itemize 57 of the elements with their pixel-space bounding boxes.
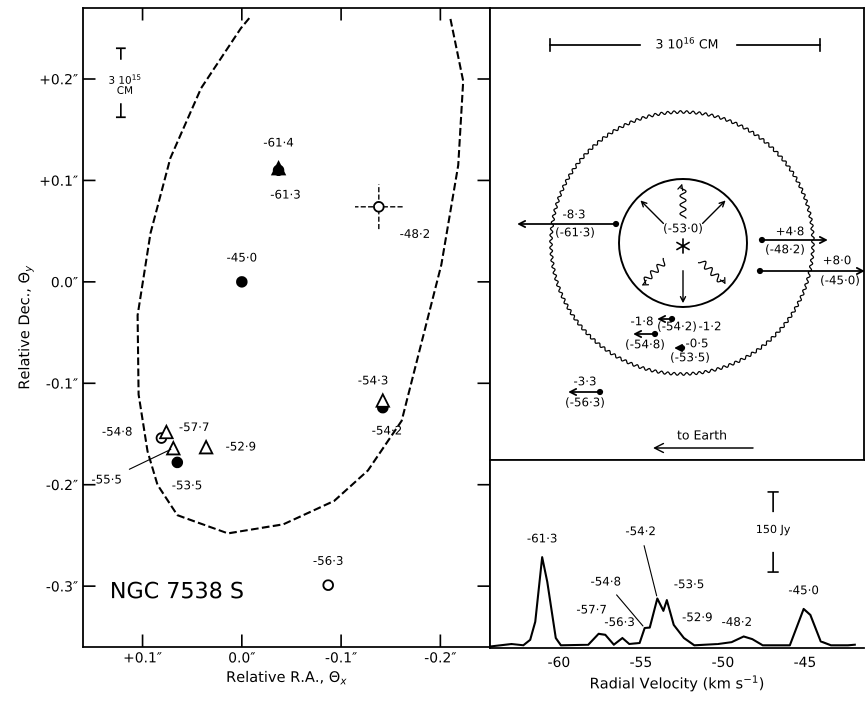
text: 150 Jy bbox=[757, 524, 790, 536]
x-axis-title: Radial Velocity (km s$^{−1}$) bbox=[591, 675, 764, 692]
y-tick-label: -0.3″ bbox=[46, 581, 78, 592]
annotation: -45·0 bbox=[788, 585, 818, 594]
annotation: -54·2 bbox=[626, 526, 655, 536]
text: -1·8 bbox=[631, 316, 653, 326]
text: (-53·0) bbox=[664, 223, 702, 234]
text: (-61·3) bbox=[556, 227, 594, 238]
y-tick-label: +0.2″ bbox=[40, 74, 78, 84]
annotation: -57·7 bbox=[179, 422, 208, 432]
x-tick-label: 0.0″ bbox=[229, 652, 256, 663]
x-tick-label: -50 bbox=[712, 656, 734, 668]
annotation: -57·7 bbox=[576, 604, 606, 614]
y-tick-label: -0.1″ bbox=[46, 378, 78, 389]
x-axis-title: Relative R.A., Θ$_{x}$ bbox=[227, 670, 347, 684]
annotation: -52·9 bbox=[226, 442, 256, 451]
x-tick-label: -60 bbox=[548, 656, 570, 668]
text: (-54·2) bbox=[658, 321, 696, 332]
annotation: -61·3 bbox=[527, 534, 556, 543]
annotation: -53·5 bbox=[172, 480, 202, 490]
text: to Earth bbox=[677, 430, 726, 440]
text: (-48·2) bbox=[766, 244, 804, 255]
text: (-45·0) bbox=[821, 275, 859, 286]
y-tick-label: 0.0″ bbox=[52, 276, 78, 288]
annotation: -52·9 bbox=[682, 612, 712, 622]
y-tick-label: -0.2″ bbox=[46, 480, 78, 490]
annotation: -53·5 bbox=[674, 579, 704, 588]
annotation: -48·2 bbox=[722, 617, 751, 626]
annotation: 3 10$^{15}$ CM bbox=[109, 74, 140, 94]
annotation: -54·3 bbox=[358, 376, 388, 385]
y-axis-title: Relative Dec., Θ$_{y}$ bbox=[18, 266, 34, 388]
text: -0·5 bbox=[686, 338, 708, 348]
annotation: -56·3 bbox=[314, 556, 343, 565]
text: -3·3 bbox=[574, 376, 596, 386]
annotation: -55·5 bbox=[92, 474, 121, 484]
annotation: NGC 7538 S bbox=[112, 582, 243, 598]
text: +4·8 bbox=[776, 226, 804, 236]
annotation: -48·2 bbox=[400, 229, 430, 238]
text: 3 10$^{16}$ CM bbox=[656, 37, 718, 49]
x-tick-label: +0.1″ bbox=[124, 652, 162, 663]
text: (-56·3) bbox=[566, 397, 604, 408]
x-tick-label: -0.2″ bbox=[424, 652, 456, 663]
text: -1·2 bbox=[699, 321, 720, 330]
x-tick-label: -45 bbox=[794, 656, 816, 668]
text: (-53·5) bbox=[671, 352, 709, 363]
text: +8·0 bbox=[824, 255, 851, 264]
x-tick-label: -55 bbox=[630, 656, 652, 668]
x-tick-label: -0.1″ bbox=[326, 652, 357, 663]
annotation: -61·4 bbox=[264, 138, 294, 147]
text: (-54·8) bbox=[626, 339, 664, 350]
annotation: -45·0 bbox=[227, 252, 256, 262]
y-tick-label: +0.1″ bbox=[40, 175, 78, 186]
text: -8·3 bbox=[563, 209, 585, 218]
annotation: -61·3 bbox=[270, 190, 300, 199]
annotation: -54·8 bbox=[102, 426, 132, 436]
annotation: -56·3 bbox=[604, 617, 634, 626]
annotation: -54·8 bbox=[591, 576, 620, 586]
